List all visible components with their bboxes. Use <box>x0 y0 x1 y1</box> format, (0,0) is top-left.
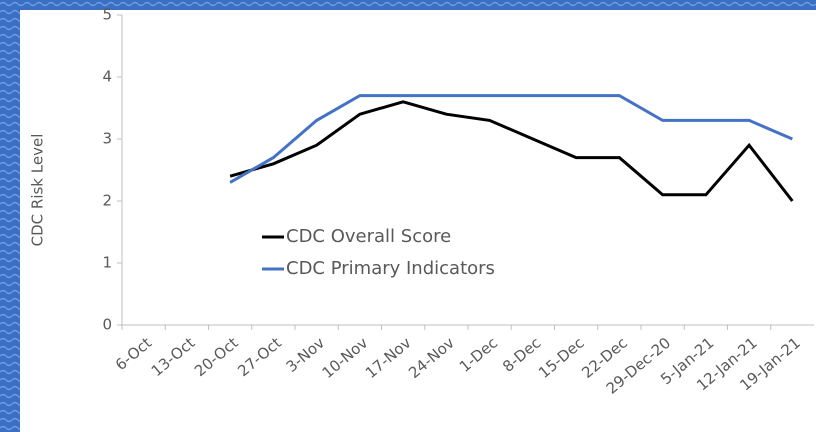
series-line <box>229 100 794 202</box>
y-tick-label: 2 <box>102 192 112 210</box>
legend-label: CDC Primary Indicators <box>286 258 495 279</box>
chart-area <box>20 10 816 432</box>
y-tick-label: 1 <box>102 254 112 272</box>
y-tick-label: 5 <box>102 6 112 24</box>
y-tick-label: 4 <box>102 68 112 86</box>
y-tick-label: 3 <box>102 130 112 148</box>
y-axis-label: CDC Risk Level <box>29 134 47 247</box>
legend-label: CDC Overall Score <box>286 226 451 247</box>
series-line <box>229 94 793 184</box>
y-tick-label: 0 <box>102 316 112 334</box>
